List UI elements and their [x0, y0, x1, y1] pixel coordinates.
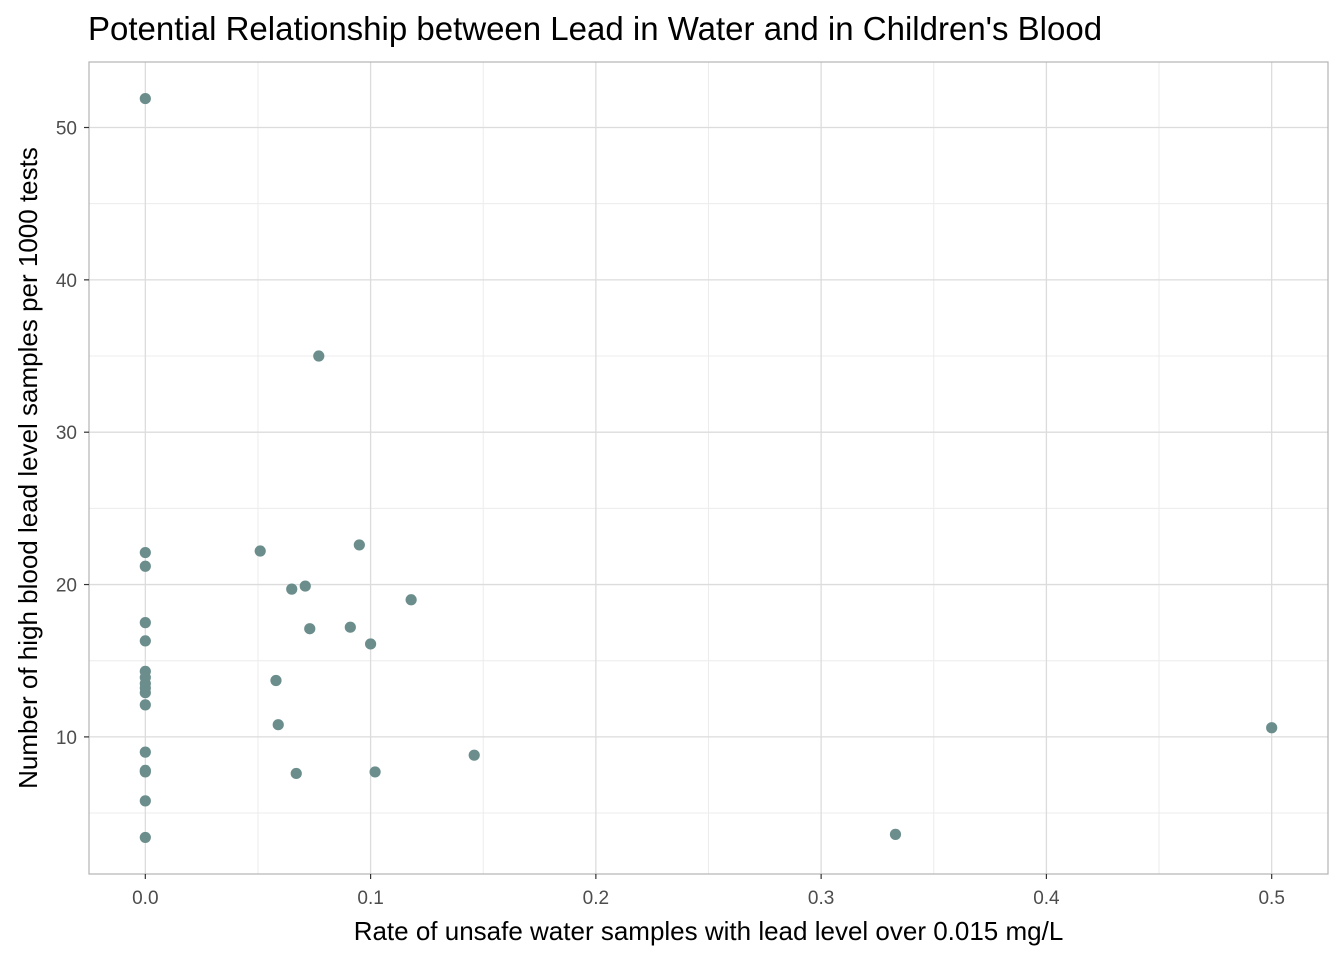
data-point	[290, 767, 302, 780]
x-tick-label: 0.1	[357, 888, 383, 909]
data-point	[139, 635, 151, 647]
data-point	[353, 539, 365, 551]
data-point	[299, 580, 311, 592]
plot-panel-border	[88, 61, 1329, 875]
y-tick-label: 10	[56, 728, 77, 749]
y-tick-label: 50	[56, 119, 77, 140]
data-point	[139, 795, 151, 807]
data-point	[405, 594, 417, 606]
y-tick-label: 40	[56, 271, 77, 292]
data-point	[889, 828, 902, 840]
minor-gridlines	[89, 62, 1328, 874]
major-gridlines	[89, 62, 1328, 874]
y-tick-label: 20	[56, 576, 77, 597]
data-point	[1266, 722, 1278, 734]
x-tick-label: 0.3	[808, 888, 834, 909]
data-point	[364, 638, 377, 650]
data-point	[468, 749, 480, 761]
data-point	[254, 545, 266, 557]
data-point	[139, 766, 151, 778]
data-point	[369, 766, 381, 778]
y-axis-title: Number of high blood lead level samples …	[13, 147, 43, 789]
data-point	[139, 617, 151, 629]
data-point	[304, 623, 316, 635]
data-point	[139, 699, 151, 711]
data-point	[139, 560, 151, 572]
x-tick-label: 0.0	[132, 888, 158, 909]
data-point	[139, 92, 151, 105]
y-tick-label: 30	[56, 423, 77, 444]
data-point	[270, 674, 282, 687]
data-point	[139, 831, 151, 844]
data-point	[286, 583, 298, 595]
x-tick-label: 0.4	[1033, 888, 1060, 909]
data-point	[313, 350, 325, 362]
data-point	[139, 687, 151, 699]
x-axis-ticks: 0.0 0.1 0.2 0.3 0.4 0.5	[132, 874, 1285, 909]
data-point	[344, 621, 356, 633]
y-axis-ticks: 10 20 30 40 50	[56, 119, 89, 749]
x-tick-label: 0.2	[583, 888, 609, 909]
x-tick-label: 0.5	[1258, 888, 1284, 909]
data-points	[139, 92, 1278, 844]
data-point	[139, 746, 151, 758]
data-point	[272, 719, 284, 731]
data-point	[139, 546, 151, 559]
chart-title: Potential Relationship between Lead in W…	[88, 10, 1102, 47]
x-axis-title: Rate of unsafe water samples with lead l…	[354, 916, 1064, 946]
